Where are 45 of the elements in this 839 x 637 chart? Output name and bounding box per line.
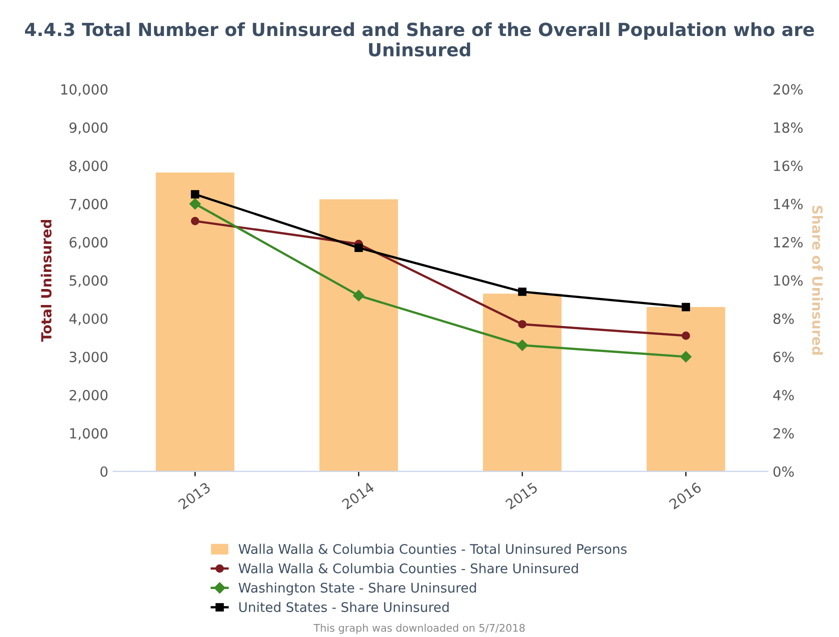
y-tick-label: 2,000 [70,390,108,402]
bar [646,307,726,472]
point [190,216,200,226]
point [682,302,690,312]
bar [483,294,562,472]
text: This graph was downloaded on 5/7/2018 [314,624,525,634]
y-tick-label: 7,000 [70,198,108,211]
y-tick-label: 1,000 [70,428,108,440]
legend-label: Walla Walla & Columbia Counties - Share Uninsured [238,563,578,574]
bar [319,199,398,472]
point [516,340,528,351]
y-tick-label: 6,000 [70,237,108,249]
y-tick-label: 4,000 [69,313,108,326]
point [680,351,692,362]
y-tick-label: 10,000 [61,84,108,96]
chart-title: 4.4.3 Total Number of Uninsured and Share of the Overall Population who are Uninsured [25,22,814,56]
y2-tick-label: 8% [773,313,794,324]
legend-label: Walla Walla & Columbia Counties - Total Uninsured Persons [238,544,627,554]
y-tick-label: 9,000 [70,122,108,134]
point [518,320,526,328]
point [189,198,201,210]
y-tick-label: 8,000 [70,160,108,173]
legend-label: Washington State - Share Uninsured [238,582,476,596]
y-tick-label: 5,000 [70,275,108,288]
y2-tick-label: 18% [774,122,803,133]
y2-tick-label: 16% [774,160,803,172]
point [190,190,200,198]
point [682,332,690,340]
point [353,290,364,302]
y2-tick-label: 10% [774,275,803,286]
point [354,244,363,252]
y2-tick-label: 2% [774,428,794,439]
y-tick-label: 0 [100,466,108,477]
y2-tick-label: 6% [774,352,794,362]
y2-tick-label: 4% [773,390,794,400]
bar [156,172,234,472]
y2-tick-label: 12% [774,237,803,248]
point [518,288,526,296]
y-tick-label: 3,000 [70,352,108,364]
y-axis-title: Total Uninsured [40,220,52,342]
y2-tick-label: 0% [773,466,794,477]
y2-tick-label: 14% [774,198,803,210]
y2-axis-title: Share of Uninsured [812,206,823,355]
legend-label: United States - Share Uninsured [239,602,449,612]
y2-tick-label: 20% [774,84,803,95]
